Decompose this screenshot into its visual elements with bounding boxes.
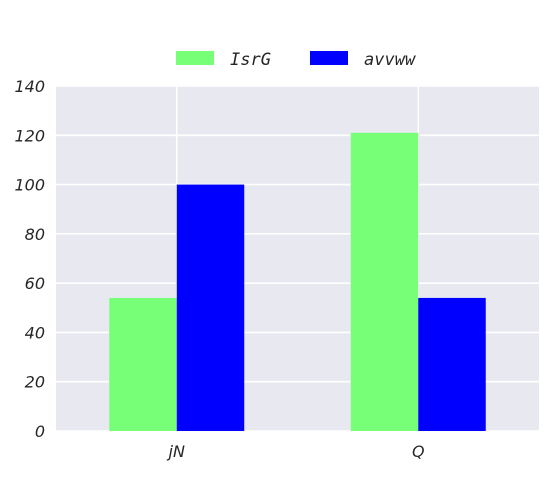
y-tick-label: 0 — [35, 422, 45, 441]
y-tick-label: 80 — [25, 225, 45, 244]
y-tick-label: 20 — [25, 373, 45, 392]
y-tick-label: 60 — [25, 274, 45, 293]
bar-IsrG-jN — [109, 297, 177, 431]
bars — [109, 132, 486, 432]
bar-avvww-Q — [418, 297, 486, 431]
x-tick-label: jN — [167, 442, 185, 461]
legend-swatch-avvww — [310, 51, 348, 65]
bar-IsrG-Q — [350, 132, 419, 432]
legend-swatch-IsrG — [176, 51, 214, 65]
x-axis-ticks: jN Q — [167, 442, 425, 461]
y-tick-label: 100 — [14, 176, 45, 195]
bar-avvww-jN — [176, 184, 245, 431]
legend-label-avvww: avvww — [364, 50, 416, 70]
x-tick-label: Q — [412, 442, 425, 461]
legend-label-IsrG: IsrG — [230, 50, 271, 70]
legend: IsrG avvww — [176, 50, 416, 70]
y-tick-label: 40 — [25, 323, 45, 342]
y-tick-label: 120 — [14, 126, 45, 145]
y-tick-label: 140 — [14, 77, 45, 96]
y-axis-ticks: 0 20 40 60 80 100 120 140 — [14, 77, 45, 441]
